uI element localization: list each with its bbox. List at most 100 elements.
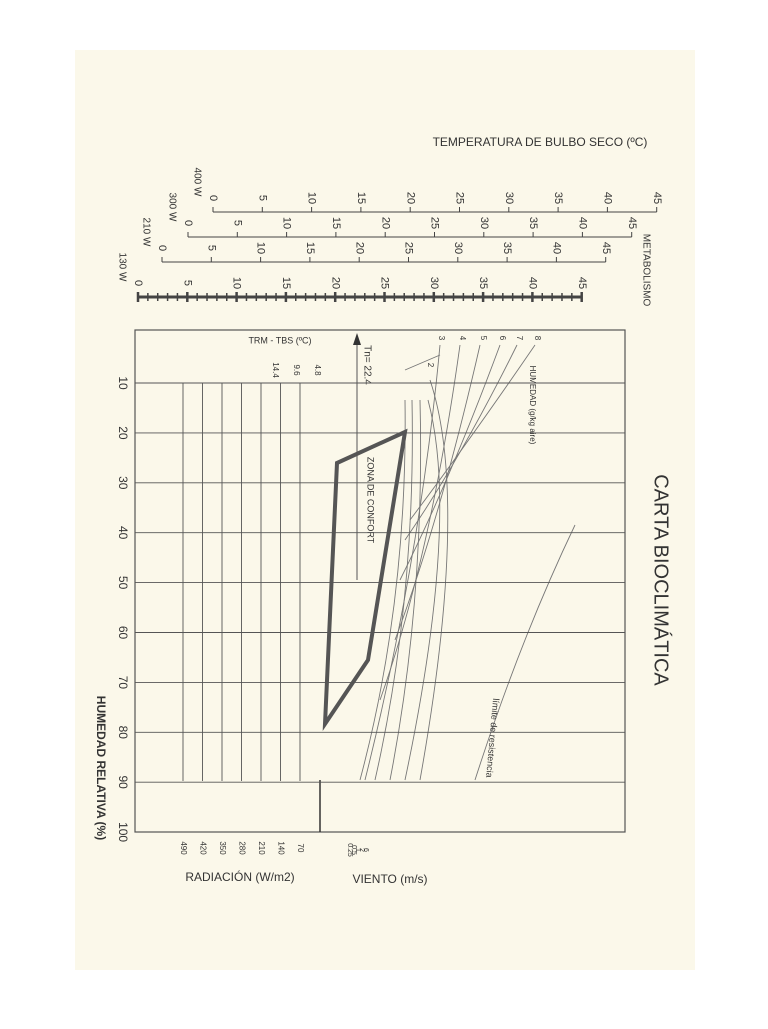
humidity-curve — [409, 344, 536, 521]
humidity-curve — [404, 354, 441, 371]
comfort-label: ZONA DE CONFORT — [366, 457, 376, 544]
scale-tick-label: 40 — [550, 242, 562, 254]
tn-arrow — [353, 333, 361, 345]
rh-tick-label: 40 — [116, 526, 130, 540]
scale-label: 130 W — [116, 253, 127, 282]
wind-curve — [419, 379, 449, 781]
scale-tick-label: 10 — [281, 217, 293, 229]
comfort-zone — [322, 428, 408, 732]
rh-tick-label: 20 — [116, 426, 130, 440]
humidity-curve-label: 2 — [426, 363, 435, 368]
humidity-curve — [364, 344, 441, 781]
scale-tick-label: 45 — [576, 277, 588, 289]
scale-tick-label: 5 — [181, 280, 193, 286]
wind-tick-label: 1 — [354, 848, 361, 852]
scale-tick-label: 40 — [526, 277, 538, 289]
scale-tick-label: 0 — [132, 280, 144, 286]
scale-tick-label: 45 — [651, 192, 663, 204]
wind-curve — [374, 399, 413, 781]
paper — [75, 50, 695, 970]
wind-curve — [359, 399, 406, 781]
radiation-tick-label: 420 — [198, 841, 207, 855]
rh-tick-label: 30 — [116, 476, 130, 490]
scale-tick-label: 25 — [403, 242, 415, 254]
rh-tick-label: 80 — [116, 726, 130, 740]
scale-tick-label: 30 — [452, 242, 464, 254]
scale-tick-label: 15 — [330, 217, 342, 229]
humidity-curve-label: 6 — [498, 336, 507, 341]
radiation-tick-label: 210 — [257, 841, 266, 855]
humidity-curve-label: 5 — [479, 336, 488, 341]
chart-frame — [134, 329, 626, 833]
scale-tick-label: 20 — [379, 217, 391, 229]
scale-tick-label: 10 — [255, 242, 267, 254]
scale-tick-label: 5 — [231, 220, 243, 226]
rh-tick-label: 10 — [116, 376, 130, 390]
scale-tick-label: 25 — [379, 277, 391, 289]
scale-tick-label: 35 — [552, 192, 564, 204]
scale-tick-label: 35 — [501, 242, 513, 254]
scale-tick-label: 40 — [576, 217, 588, 229]
wind-tick-label: 2 — [358, 848, 365, 852]
rh-tick-label: 70 — [116, 676, 130, 690]
scale-tick-label: 0 — [207, 195, 219, 201]
humidity-curve — [399, 344, 501, 581]
radiation-tick-label: 70 — [296, 844, 305, 853]
scale-tick-label: 45 — [600, 242, 612, 254]
wind-tick-label: 6 — [362, 848, 369, 852]
trm-label: 14.4 — [271, 362, 280, 378]
humidity-curve-label: 3 — [437, 336, 446, 341]
wind-curve — [389, 399, 422, 781]
tn-label: Tn= 22.4 — [361, 345, 372, 385]
humidity-title: HUMEDAD (g/kg aire) — [528, 366, 537, 445]
humidity-curve — [379, 344, 461, 701]
scale-tick-label: 35 — [477, 277, 489, 289]
scale-tick-label: 40 — [601, 192, 613, 204]
rh-tick-label: 50 — [116, 576, 130, 590]
scale-tick-label: 15 — [280, 277, 292, 289]
scale-tick-label: 20 — [329, 277, 341, 289]
rh-title: HUMEDAD RELATIVA (%) — [94, 696, 108, 840]
wind-curve — [404, 399, 441, 781]
resistance-curve — [474, 524, 576, 781]
radiation-tick-label: 280 — [237, 841, 246, 855]
scale-tick-label: 35 — [527, 217, 539, 229]
scale-tick-label: 30 — [503, 192, 515, 204]
trm-label: 9.6 — [292, 364, 301, 376]
humidity-curve-label: 7 — [515, 336, 524, 341]
scale-tick-label: 10 — [231, 277, 243, 289]
metabolism-label: METABOLISMO — [640, 234, 651, 307]
scale-label: 210 W — [140, 218, 151, 247]
scale-tick-label: 25 — [454, 192, 466, 204]
title: CARTA BIOCLIMÁTICA — [650, 474, 673, 686]
scale-tick-label: 5 — [205, 245, 217, 251]
temperature-title: TEMPERATURA DE BULBO SECO (ºC) — [433, 135, 648, 149]
scale-label: 400 W — [191, 168, 202, 197]
scale-tick-label: 30 — [478, 217, 490, 229]
scale-tick-label: 20 — [404, 192, 416, 204]
scale-tick-label: 0 — [156, 245, 168, 251]
scale-tick-label: 45 — [626, 217, 638, 229]
scale-tick-label: 15 — [304, 242, 316, 254]
scale-label: 300 W — [166, 193, 177, 222]
rh-tick-label: 90 — [116, 776, 130, 790]
scale-tick-label: 10 — [306, 192, 318, 204]
trm-title: TRM - TBS (ºC) — [248, 335, 311, 345]
humidity-curve — [394, 344, 481, 641]
scale-tick-label: 15 — [355, 192, 367, 204]
trm-label: 4.8 — [313, 364, 322, 376]
humidity-curve-label: 8 — [533, 336, 542, 341]
wind-tick-label: 0.5 — [350, 845, 357, 855]
humidity-curve-label: 4 — [458, 336, 467, 341]
scale-tick-label: 30 — [428, 277, 440, 289]
radiation-tick-label: 490 — [179, 841, 188, 855]
scale-tick-label: 25 — [429, 217, 441, 229]
wind-title: VIENTO (m/s) — [352, 872, 427, 886]
rh-tick-label: 60 — [116, 626, 130, 640]
rh-tick-label: 100 — [116, 822, 130, 842]
scale-tick-label: 5 — [256, 195, 268, 201]
radiation-tick-label: 140 — [276, 841, 285, 855]
wind-tick-label: 0.25 — [346, 843, 353, 857]
scale-tick-label: 20 — [353, 242, 365, 254]
